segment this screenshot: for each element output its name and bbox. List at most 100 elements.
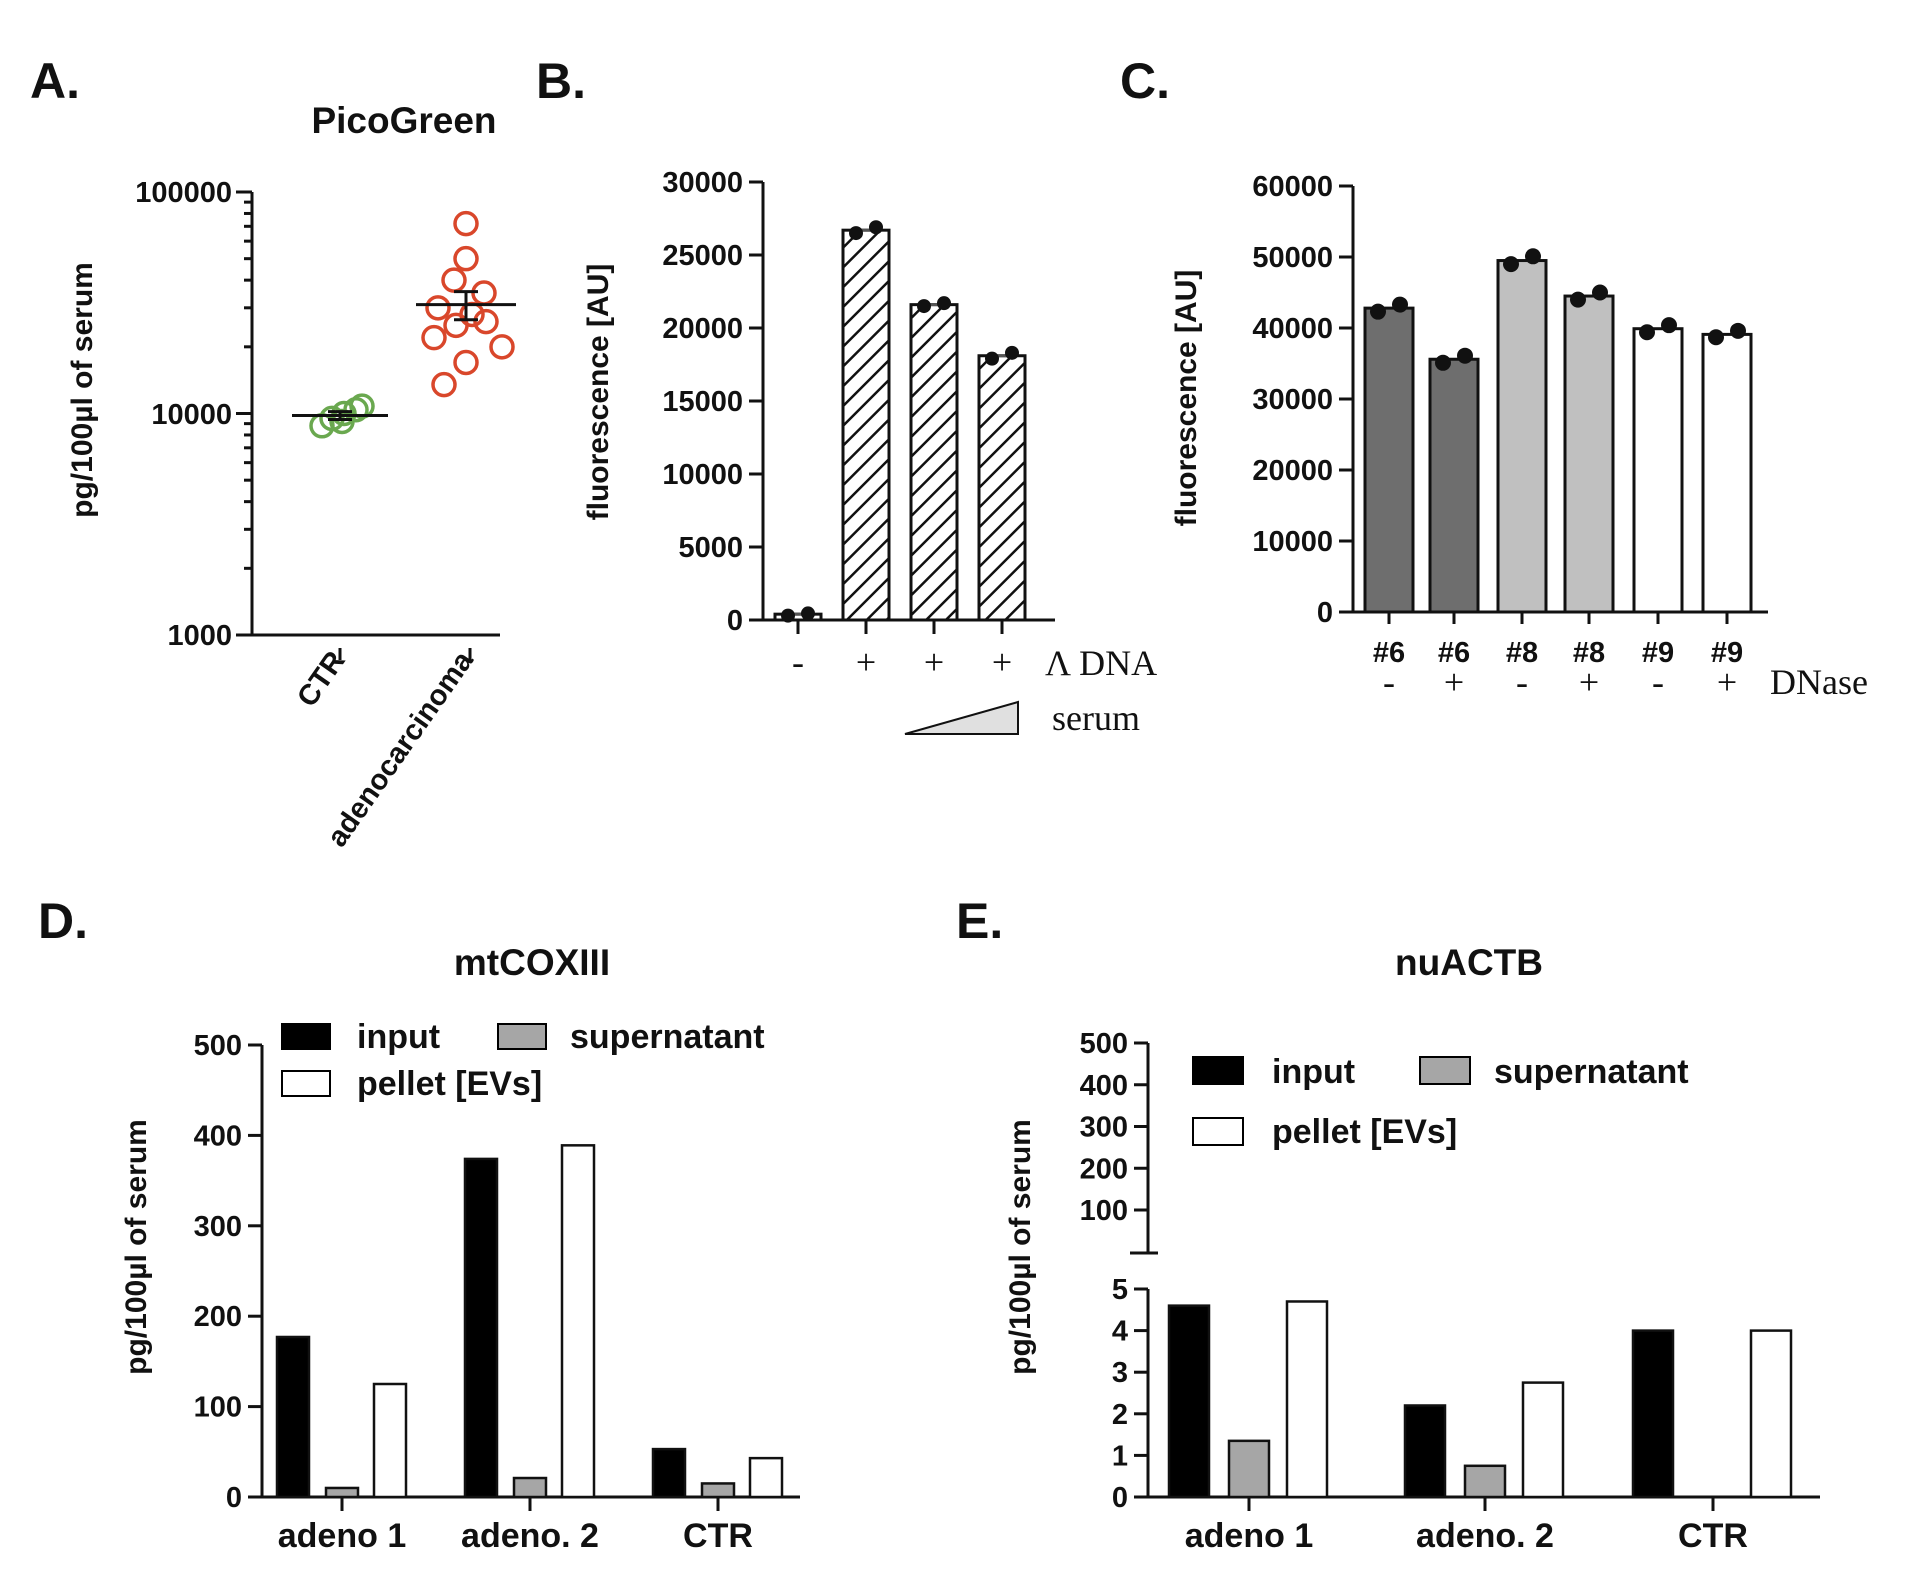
y-tick-label: 15000 (662, 386, 743, 418)
y-tick-label: 300 (1080, 1112, 1128, 1144)
panel-b-bars (773, 220, 1027, 634)
legend-supernatant: supernatant (1494, 1053, 1689, 1091)
y-tick-label: 40000 (1252, 313, 1333, 345)
panel-c-categories: #6 #6 #8 #8 #9 #9- + - + - + (1373, 637, 1743, 702)
y-tick-label: 500 (194, 1030, 242, 1062)
x-tick-label: #6 (1373, 637, 1405, 669)
x-tick-label: adeno 1 (1185, 1517, 1313, 1555)
bar (1701, 332, 1753, 614)
y-tick-label: 400 (194, 1120, 242, 1152)
bar (372, 1382, 408, 1499)
data-point (425, 295, 451, 321)
bar (1463, 1464, 1507, 1499)
legend-swatch-input (281, 1023, 331, 1050)
data-point (349, 393, 375, 419)
panel-a-minor-ticks (236, 190, 252, 637)
y-tick-label: 200 (194, 1301, 242, 1333)
bar (463, 1157, 499, 1499)
panel-a-ytick: 1000 (167, 620, 232, 652)
x-tick-label: CTR (1678, 1517, 1748, 1555)
bar (1363, 306, 1415, 614)
y-tick-label: 1 (1112, 1440, 1128, 1472)
x-tick-label: adeno. 2 (461, 1517, 599, 1555)
y-tick-label: 200 (1080, 1153, 1128, 1185)
legend-swatch-pellet (281, 1070, 331, 1097)
x-tick-label: #9 (1711, 637, 1743, 669)
panel-d-yticks: 0 100 200 300 400 500 (194, 1030, 262, 1514)
panel-a-ytick: 100000 (135, 177, 232, 209)
panel-e-label: E. (956, 893, 1003, 949)
y-tick-label: 100 (1080, 1195, 1128, 1227)
y-tick-label: 20000 (662, 313, 743, 345)
sign-label: - (1652, 662, 1664, 702)
panel-d-ylabel: pg/100µl of serum (120, 1119, 153, 1375)
bar (977, 354, 1027, 622)
sign-label: + (1444, 662, 1464, 702)
x-tick-label: #9 (1642, 637, 1674, 669)
y-tick-label: 0 (1317, 597, 1333, 629)
y-tick-label: 60000 (1252, 171, 1333, 203)
data-point (431, 371, 457, 398)
sign-label: + (924, 642, 944, 682)
data-point (1005, 345, 1019, 360)
y-tick-label: 30000 (1252, 384, 1333, 416)
y-tick-label: 0 (727, 605, 743, 637)
panel-a-xtick: CTR (291, 646, 351, 713)
y-tick-label: 5000 (678, 532, 743, 564)
panel-d: D. mtCOXIII pg/100µl of serum 0 100 200 300… (38, 893, 800, 1555)
bar (1403, 1404, 1447, 1499)
bar (909, 303, 959, 622)
data-point (917, 299, 931, 314)
legend-input: input (357, 1018, 440, 1056)
data-point (937, 296, 951, 311)
y-tick-label: 3 (1112, 1357, 1128, 1389)
bar (1521, 1381, 1565, 1499)
data-point (1708, 329, 1724, 346)
panel-d-title: mtCOXIII (454, 942, 610, 983)
panel-b-ylabel: fluorescence [AU] (582, 264, 615, 521)
legend-supernatant: supernatant (570, 1018, 765, 1056)
data-point (1730, 322, 1746, 339)
x-tick-label: adeno 1 (278, 1517, 406, 1555)
bar (651, 1447, 687, 1499)
panel-b-signs: - + + + (792, 642, 1012, 682)
panel-c: C. fluorescence [AU] 0 10000 20000 30000 400… (1120, 53, 1868, 702)
legend-input: input (1272, 1053, 1355, 1091)
data-point (1592, 284, 1608, 301)
data-point (453, 349, 479, 376)
panel-e-ylabel: pg/100µl of serum (1004, 1119, 1037, 1375)
bar (1227, 1439, 1271, 1499)
panel-c-label: C. (1120, 53, 1170, 109)
y-tick-label: 10000 (1252, 526, 1333, 558)
legend-swatch-input (1192, 1056, 1244, 1085)
panel-b: B. fluorescence [AU] 0 5000 10000 15000 2000… (536, 53, 1157, 738)
data-point (1525, 248, 1541, 265)
bar (1167, 1304, 1211, 1499)
data-point (489, 334, 515, 360)
y-tick-label: 50000 (1252, 242, 1333, 274)
panel-b-yticks: 0 5000 10000 15000 20000 25000 30000 (662, 167, 763, 637)
legend-swatch-pellet (1192, 1117, 1244, 1146)
y-tick-label: 400 (1080, 1070, 1128, 1102)
x-tick-label: #6 (1438, 637, 1470, 669)
legend-pellet: pellet [EVs] (1272, 1113, 1457, 1151)
y-tick-label: 25000 (662, 240, 743, 272)
panel-b-row2-label: serum (1052, 698, 1140, 738)
panel-e: E. nuACTB pg/100µl of serum 0 1 2 3 4 5 100 200… (956, 893, 1820, 1555)
data-point (421, 324, 447, 351)
data-point (473, 308, 499, 335)
bar (748, 1456, 784, 1499)
sign-label: - (1383, 662, 1395, 702)
panel-d-label: D. (38, 893, 88, 949)
data-point (443, 312, 469, 339)
y-tick-label: 0 (226, 1482, 242, 1514)
data-point (985, 351, 999, 366)
data-point (801, 606, 815, 621)
data-point (1661, 317, 1677, 334)
panel-a: A. PicoGreen pg/100µl of serum 100000 10… (30, 53, 516, 853)
panel-c-ylabel: fluorescence [AU] (1170, 270, 1203, 527)
sign-label: - (1516, 662, 1528, 702)
bar (275, 1335, 311, 1499)
panel-a-points (292, 210, 516, 660)
